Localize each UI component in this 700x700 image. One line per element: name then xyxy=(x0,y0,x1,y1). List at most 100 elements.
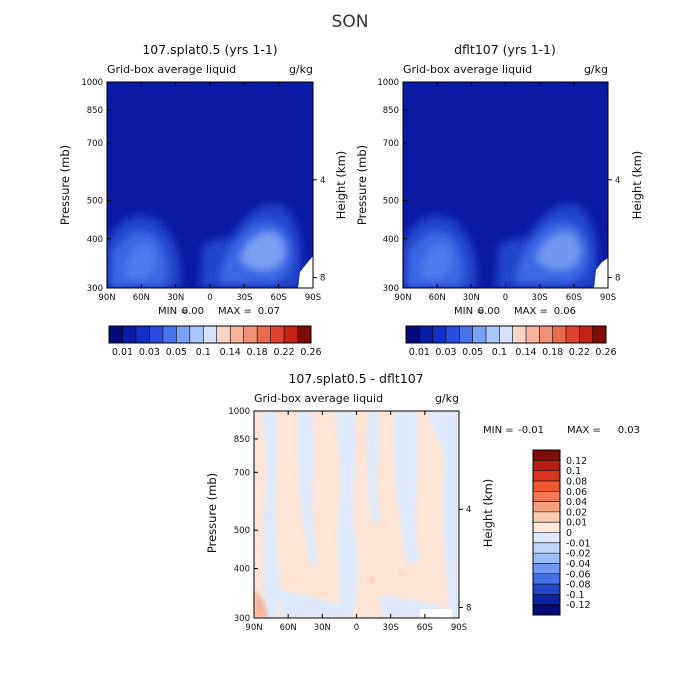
panel-1-colorbar-swatch xyxy=(243,326,258,343)
panel-2-title: dflt107 (yrs 1-1) xyxy=(454,42,556,57)
panel-1-colorbar-swatch xyxy=(149,326,164,343)
panel-2-colorbar-swatch xyxy=(486,326,500,343)
panel-1-colorbar-label: 0.18 xyxy=(247,347,268,358)
panel-1-colorbar-label: 0.22 xyxy=(273,347,294,358)
panel-2-contour-sh-inner xyxy=(536,232,581,270)
panel-3-pos-patch xyxy=(369,577,375,583)
panel-1-min-value: 0.00 xyxy=(182,306,204,317)
panel-3-y-tick-label: 400 xyxy=(234,565,250,575)
panel-3-colorbar-swatch xyxy=(533,480,560,492)
panel-2-max-value: 0.06 xyxy=(554,306,576,317)
panel-3-colorbar-swatch xyxy=(533,604,560,616)
panel-1-colorbar-frame xyxy=(108,325,312,344)
panel-1-y-tick-label: 1000 xyxy=(81,78,103,88)
panel-3-colorbar-frame xyxy=(532,449,561,616)
panel-3-colorbar-swatch xyxy=(533,470,560,482)
panel-2-colorbar-swatch xyxy=(419,326,433,343)
panel-1-y-tick-label: 400 xyxy=(87,235,103,245)
panel-3-y-tick-label: 850 xyxy=(234,435,250,445)
panel-1-colorbar-swatch xyxy=(109,326,123,343)
panel-2-x-tick-label: 0 xyxy=(503,293,508,303)
panel-3-neg-streak xyxy=(366,411,380,525)
panel-2-ylabel-right: Height (km) xyxy=(630,151,644,220)
panel-3-x-tick-label: 0 xyxy=(354,623,359,633)
panel-2-x-tick-label: 30N xyxy=(463,293,480,303)
panel-2-colorbar-swatch xyxy=(499,326,513,343)
panel-1-x-tick-label: 90S xyxy=(305,293,321,303)
panel-3-max-value: 0.03 xyxy=(618,425,640,436)
panel-3-colorbar-label: -0.08 xyxy=(566,580,591,591)
panel-3-subtitle: Grid-box average liquid xyxy=(254,392,383,405)
panel-3-colorbar-swatch xyxy=(533,594,560,605)
panel-3-y-right-tick-label: 8 xyxy=(466,603,471,613)
panel-3-y-right-tick-label: 4 xyxy=(466,505,471,515)
panel-1-colorbar: 0.01 0.03 0.05 0.1 0.14 0.18 0.22 0.26 xyxy=(108,325,322,358)
panel-3-pos-patch xyxy=(254,590,268,618)
panel-1-max-label: MAX = xyxy=(218,306,252,317)
panel-3-colorbar-swatch xyxy=(533,511,560,523)
panel-1-contour-nh-inner xyxy=(124,242,157,280)
panel-1-colorbar-swatch xyxy=(162,326,177,343)
panel-3-y-tick-label: 1000 xyxy=(228,407,250,417)
panel-1-colorbar-swatch xyxy=(135,326,150,343)
panel-3-y-tick-label: 700 xyxy=(234,468,250,478)
panel-3-max-label: MAX = xyxy=(567,425,601,436)
panel-2-x-tick-label: 90S xyxy=(600,293,616,303)
panel-2-colorbar-label: 0.01 xyxy=(409,347,430,358)
panel-3-neg-streak xyxy=(393,411,420,565)
panel-1-colorbar-swatch xyxy=(297,326,312,343)
panel-1-colorbar-swatch xyxy=(216,326,231,343)
panel-3-x-tick-label: 60S xyxy=(417,623,433,633)
panel-1-subtitle: Grid-box average liquid xyxy=(107,63,236,76)
panel-2-x-tick-label: 60S xyxy=(566,293,582,303)
panel-2-colorbar-swatch xyxy=(566,326,580,343)
panel-3-colorbar-label: -0.04 xyxy=(566,559,591,570)
panel-2-colorbar-swatch xyxy=(512,326,527,343)
panel-3-neg-streak xyxy=(428,411,459,618)
super-title: SON xyxy=(332,12,369,32)
panel-2-max-label: MAX = xyxy=(514,306,548,317)
panel-3-colorbar-label: 0.01 xyxy=(566,518,587,529)
panel-3-colorbar-swatch xyxy=(533,460,560,471)
panel-2-colorbar-label: 0.05 xyxy=(462,347,483,358)
panel-2-y-tick-label: 1000 xyxy=(377,78,399,88)
panel-2-y-tick-label: 700 xyxy=(383,139,399,149)
panel-1-colorbar-swatch xyxy=(203,326,218,343)
panel-3-ylabel: Pressure (mb) xyxy=(205,473,219,553)
panel-2-colorbar-swatch xyxy=(552,326,567,343)
panel-1-missing-data xyxy=(298,256,313,288)
panel-3-colorbar-swatch xyxy=(533,450,560,461)
panel-3-colorbar-label: -0.06 xyxy=(566,569,591,580)
panel-3-positive-maxima xyxy=(254,571,404,618)
panel-2-colorbar-swatch xyxy=(432,326,447,343)
panel-3-colorbar-label: 0.08 xyxy=(566,476,587,487)
panel-1-colorbar-swatch xyxy=(176,326,191,343)
panel-3-neg-streak xyxy=(335,411,359,618)
panel-3-colorbar-label: 0.06 xyxy=(566,487,587,498)
panel-3-colorbar-label: 0.02 xyxy=(566,507,587,518)
panel-3: 107.splat0.5 - dflt107 Grid-box average … xyxy=(205,371,640,633)
panel-3-colorbar-swatch xyxy=(533,563,560,575)
panel-2-colorbar-swatch xyxy=(446,326,460,343)
panel-3-colorbar-label: 0.04 xyxy=(566,497,587,508)
panel-1-x-tick-label: 90N xyxy=(98,293,115,303)
panel-2-colorbar-swatch xyxy=(592,326,607,343)
panel-1-colorbar-swatch xyxy=(257,326,271,343)
panel-2-y-right-tick-label: 4 xyxy=(615,176,620,186)
panel-1-x-tick-label: 0 xyxy=(207,293,212,303)
panel-1-y-tick-label: 500 xyxy=(87,197,103,207)
panel-3-colorbar-label: -0.1 xyxy=(566,590,585,601)
panel-2-colorbar-swatch xyxy=(539,326,553,343)
panel-1-colorbar-label: 0.01 xyxy=(112,347,133,358)
panel-2-min-value: 0.00 xyxy=(478,306,500,317)
panel-2-x-tick-label: 60N xyxy=(429,293,446,303)
panel-2-contour-nh-inner xyxy=(420,242,453,280)
panel-1: 107.splat0.5 (yrs 1-1) Grid-box average … xyxy=(58,42,348,358)
panel-2-colorbar-label: 0.22 xyxy=(569,347,590,358)
panel-1-min-label: MIN = xyxy=(158,306,189,317)
panel-1-units: g/kg xyxy=(289,63,313,76)
panel-2-y-right-tick-label: 8 xyxy=(615,274,620,284)
panel-3-min-label: MIN = xyxy=(483,425,514,436)
panel-1-colorbar-swatch xyxy=(122,326,137,343)
panel-1-colorbar-label: 0.1 xyxy=(196,347,211,358)
